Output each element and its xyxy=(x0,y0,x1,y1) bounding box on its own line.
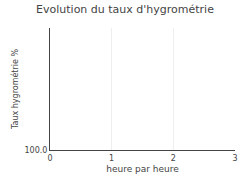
svg-text:3: 3 xyxy=(232,154,237,163)
svg-text:Evolution du taux d'hygrométri: Evolution du taux d'hygrométrie xyxy=(36,3,214,16)
svg-text:heure par heure: heure par heure xyxy=(106,164,179,174)
svg-text:0: 0 xyxy=(47,154,52,163)
svg-text:100.0: 100.0 xyxy=(24,146,47,155)
svg-text:1: 1 xyxy=(109,154,114,163)
svg-text:Taux hygrométrie %: Taux hygrométrie % xyxy=(10,49,20,131)
svg-text:2: 2 xyxy=(171,154,176,163)
